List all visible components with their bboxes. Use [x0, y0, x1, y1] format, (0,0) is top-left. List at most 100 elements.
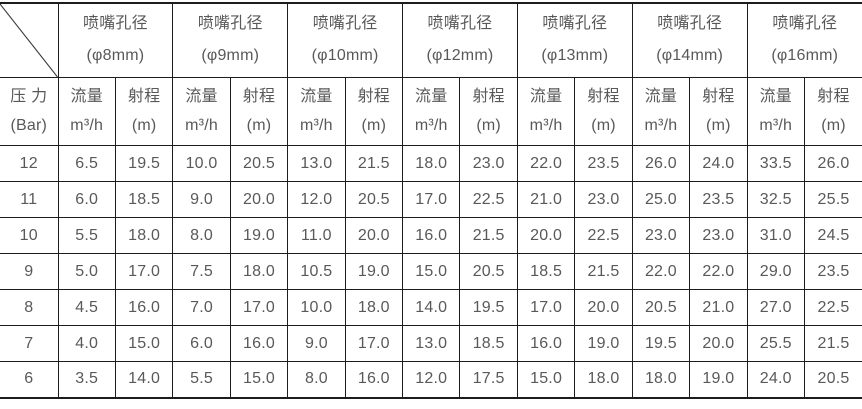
range-header-unit: (m) — [246, 116, 272, 134]
nozzle-size-header-7: 喷嘴孔径 (φ16mm) — [746, 2, 862, 78]
range-header-unit: (m) — [131, 116, 157, 134]
data-row-pressure-12: 12 6.5 19.5 10.0 20.5 13.0 21.5 18.0 23.0 22.0 23.… — [0, 145, 862, 182]
range-value: 14.0 — [114, 361, 174, 398]
flow-header-unit: m³/h — [185, 116, 218, 134]
range-header-7: 射程 (m) — [803, 77, 862, 146]
flow-header-1: 流量 m³/h — [57, 77, 116, 146]
range-value: 23.0 — [574, 181, 633, 218]
flow-value: 7.0 — [172, 289, 231, 326]
flow-header-6: 流量 m³/h — [631, 77, 691, 146]
range-header-4: 射程 (m) — [459, 77, 518, 146]
range-value: 22.5 — [574, 217, 633, 254]
range-value: 25.5 — [803, 181, 862, 218]
flow-value: 16.0 — [402, 217, 461, 254]
table-header: 喷嘴孔径 (φ8mm) 喷嘴孔径 (φ9mm) 喷嘴孔径 (φ10mm) 喷嘴孔径 (φ12m… — [0, 2, 862, 146]
flow-header-label: 流量 — [644, 87, 678, 105]
flow-header-unit: m³/h — [644, 116, 678, 134]
pressure-value: 8 — [0, 289, 59, 326]
data-row-pressure-6: 6 3.5 14.0 5.5 15.0 8.0 16.0 12.0 17.5 15.0 18.0 18… — [0, 361, 862, 398]
nozzle-size-label: (φ13mm) — [541, 47, 609, 64]
flow-value: 22.0 — [516, 145, 576, 182]
nozzle-size-header-6: 喷嘴孔径 (φ14mm) — [631, 2, 748, 78]
flow-value: 3.5 — [57, 361, 116, 398]
flow-value: 21.0 — [516, 181, 576, 218]
flow-value: 10.5 — [287, 253, 346, 290]
pressure-header-unit: (Bar) — [10, 116, 48, 134]
flow-value: 24.0 — [746, 361, 805, 398]
nozzle-header-title: 喷嘴孔径 — [657, 15, 723, 33]
flow-value: 26.0 — [631, 145, 691, 182]
pressure-value: 7 — [0, 325, 59, 362]
flow-value: 6.5 — [57, 145, 116, 182]
nozzle-size-label: (φ8mm) — [86, 47, 145, 64]
range-header-label: 射程 — [817, 87, 850, 105]
range-value: 21.5 — [459, 217, 518, 254]
range-value: 19.0 — [344, 253, 404, 290]
nozzle-size-label: (φ12mm) — [426, 47, 494, 64]
flow-value: 29.0 — [746, 253, 805, 290]
flow-value: 6.0 — [57, 181, 116, 218]
nozzle-size-header-2: 喷嘴孔径 (φ9mm) — [172, 2, 289, 78]
pressure-value: 9 — [0, 253, 59, 290]
flow-value: 33.5 — [746, 145, 805, 182]
range-value: 21.0 — [689, 289, 748, 326]
nozzle-size-header-4: 喷嘴孔径 (φ12mm) — [402, 2, 518, 78]
range-header-unit: (m) — [591, 116, 616, 134]
flow-value: 8.0 — [172, 217, 231, 254]
flow-value: 4.0 — [57, 325, 116, 362]
range-value: 23.5 — [574, 145, 633, 182]
flow-value: 11.0 — [287, 217, 346, 254]
range-value: 16.0 — [229, 325, 289, 362]
range-value: 22.5 — [803, 289, 862, 326]
flow-value: 17.0 — [402, 181, 461, 218]
range-header-label: 射程 — [702, 87, 735, 105]
flow-value: 5.5 — [57, 217, 116, 254]
range-value: 23.5 — [689, 181, 748, 218]
range-value: 20.0 — [229, 181, 289, 218]
flow-value: 13.0 — [402, 325, 461, 362]
range-value: 20.0 — [344, 217, 404, 254]
flow-value: 27.0 — [746, 289, 805, 326]
nozzle-size-label: (φ10mm) — [311, 47, 379, 64]
pressure-value: 12 — [0, 145, 59, 182]
nozzle-spec-table: 喷嘴孔径 (φ8mm) 喷嘴孔径 (φ9mm) 喷嘴孔径 (φ10mm) 喷嘴孔径 (φ12m… — [0, 2, 862, 399]
range-value: 23.5 — [803, 253, 862, 290]
range-value: 16.0 — [344, 361, 404, 398]
range-value: 23.0 — [459, 145, 518, 182]
nozzle-header-title: 喷嘴孔径 — [772, 15, 838, 33]
flow-value: 20.0 — [516, 217, 576, 254]
data-row-pressure-8: 8 4.5 16.0 7.0 17.0 10.0 18.0 14.0 19.5 17.0 20.0 2… — [0, 289, 862, 326]
nozzle-header-title: 喷嘴孔径 — [83, 15, 148, 33]
flow-header-label: 流量 — [759, 87, 792, 105]
flow-value: 8.0 — [287, 361, 346, 398]
flow-value: 19.5 — [631, 325, 691, 362]
flow-value: 18.5 — [516, 253, 576, 290]
flow-value: 10.0 — [287, 289, 346, 326]
range-header-unit: (m) — [821, 116, 846, 134]
flow-value: 9.0 — [287, 325, 346, 362]
flow-header-unit: m³/h — [70, 116, 104, 134]
range-header-2: 射程 (m) — [229, 77, 289, 146]
range-value: 18.0 — [114, 217, 174, 254]
range-value: 24.5 — [803, 217, 862, 254]
pressure-header-label: 压 力 — [10, 87, 48, 105]
data-row-pressure-7: 7 4.0 15.0 6.0 16.0 9.0 17.0 13.0 18.5 16.0 19.0 19… — [0, 325, 862, 362]
flow-header-label: 流量 — [529, 87, 563, 105]
nozzle-size-header-row: 喷嘴孔径 (φ8mm) 喷嘴孔径 (φ9mm) 喷嘴孔径 (φ10mm) 喷嘴孔径 (φ12m… — [0, 2, 862, 78]
range-value: 17.0 — [114, 253, 174, 290]
page: 喷嘴孔径 (φ8mm) 喷嘴孔径 (φ9mm) 喷嘴孔径 (φ10mm) 喷嘴孔径 (φ12m… — [0, 2, 862, 399]
range-value: 17.0 — [344, 325, 404, 362]
flow-value: 32.5 — [746, 181, 805, 218]
range-value: 18.5 — [114, 181, 174, 218]
flow-value: 6.0 — [172, 325, 231, 362]
data-row-pressure-9: 9 5.0 17.0 7.5 18.0 10.5 19.0 15.0 20.5 18.5 21.5 2… — [0, 253, 862, 290]
diagonal-corner-box — [0, 4, 58, 77]
flow-value: 15.0 — [402, 253, 461, 290]
range-header-6: 射程 (m) — [689, 77, 748, 146]
range-value: 22.0 — [689, 253, 748, 290]
flow-header-4: 流量 m³/h — [402, 77, 461, 146]
flow-value: 25.5 — [746, 325, 805, 362]
nozzle-header-title: 喷嘴孔径 — [427, 15, 493, 33]
range-value: 20.0 — [574, 289, 633, 326]
flow-value: 4.5 — [57, 289, 116, 326]
